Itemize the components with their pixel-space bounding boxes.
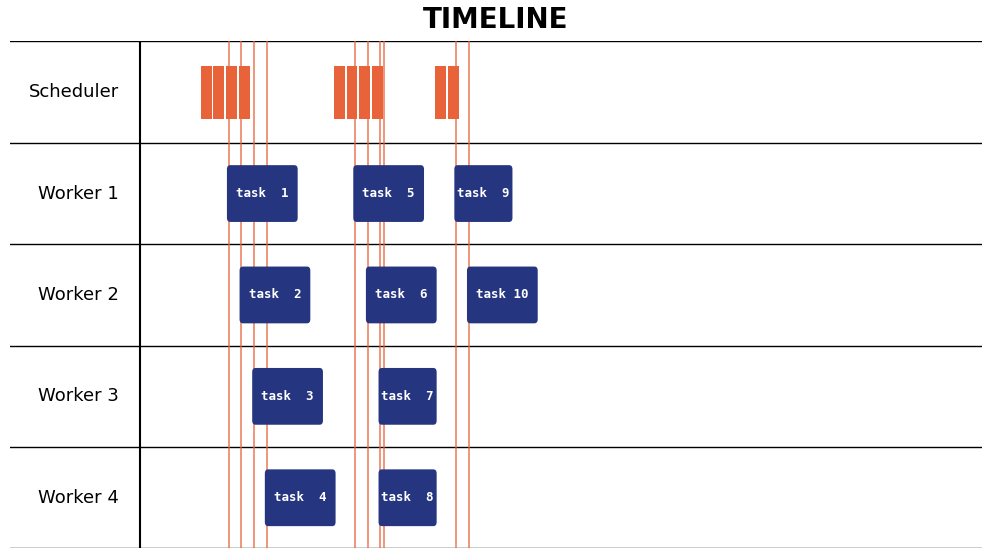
FancyBboxPatch shape <box>467 266 537 324</box>
Bar <box>435 66 446 119</box>
Bar <box>334 66 345 119</box>
Text: task  3: task 3 <box>261 390 314 403</box>
FancyBboxPatch shape <box>454 165 513 222</box>
Text: task  5: task 5 <box>363 187 415 200</box>
Bar <box>347 66 358 119</box>
Text: task 10: task 10 <box>476 289 529 301</box>
Text: task  1: task 1 <box>236 187 288 200</box>
Bar <box>448 66 458 119</box>
Bar <box>371 66 382 119</box>
FancyBboxPatch shape <box>239 266 310 324</box>
Title: TIMELINE: TIMELINE <box>423 6 569 34</box>
Text: task  2: task 2 <box>249 289 301 301</box>
FancyBboxPatch shape <box>227 165 297 222</box>
Text: Worker 1: Worker 1 <box>39 184 120 203</box>
Text: Scheduler: Scheduler <box>29 83 120 101</box>
FancyBboxPatch shape <box>366 266 437 324</box>
Bar <box>201 66 211 119</box>
Text: task  4: task 4 <box>274 491 326 504</box>
FancyBboxPatch shape <box>252 368 323 425</box>
FancyBboxPatch shape <box>354 165 424 222</box>
Bar <box>239 66 250 119</box>
Bar <box>213 66 224 119</box>
Text: Worker 4: Worker 4 <box>39 489 120 507</box>
FancyBboxPatch shape <box>265 469 336 526</box>
Bar <box>226 66 237 119</box>
Text: Worker 2: Worker 2 <box>39 286 120 304</box>
Text: task  6: task 6 <box>375 289 428 301</box>
Text: task  8: task 8 <box>381 491 434 504</box>
FancyBboxPatch shape <box>378 368 437 425</box>
Bar <box>360 66 370 119</box>
FancyBboxPatch shape <box>378 469 437 526</box>
Text: Worker 3: Worker 3 <box>39 387 120 406</box>
Text: task  9: task 9 <box>457 187 510 200</box>
Text: task  7: task 7 <box>381 390 434 403</box>
